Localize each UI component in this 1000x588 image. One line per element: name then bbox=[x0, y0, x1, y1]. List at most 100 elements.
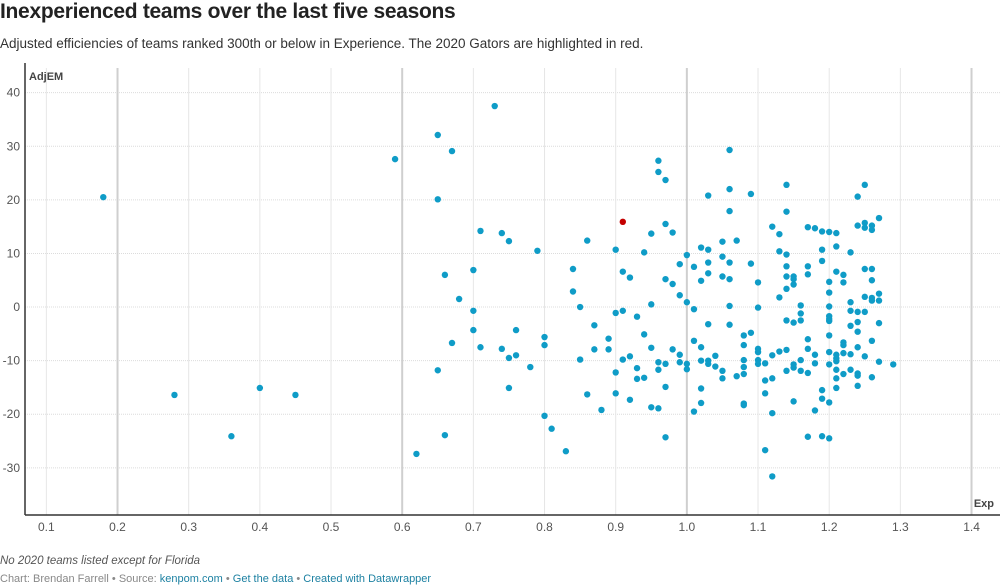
data-point bbox=[576, 356, 584, 363]
data-point bbox=[726, 275, 733, 283]
data-point bbox=[719, 238, 726, 245]
data-point bbox=[512, 326, 520, 334]
data-point bbox=[626, 396, 634, 403]
chart-title: Inexperienced teams over the last five s… bbox=[0, 0, 456, 23]
data-point bbox=[854, 193, 861, 200]
data-point bbox=[868, 297, 876, 304]
data-point bbox=[740, 363, 747, 371]
data-point bbox=[569, 265, 577, 273]
datawrapper-link[interactable]: Created with Datawrapper bbox=[303, 573, 432, 585]
data-point bbox=[847, 307, 854, 314]
x-tick-label: 1.2 bbox=[821, 520, 838, 534]
data-point bbox=[541, 341, 548, 349]
data-point bbox=[847, 366, 854, 373]
data-point bbox=[825, 317, 833, 325]
x-tick-label: 0.2 bbox=[109, 520, 126, 534]
chart-notes: No 2020 teams listed except for Florida bbox=[0, 555, 201, 567]
data-point bbox=[683, 299, 691, 306]
data-point bbox=[534, 247, 541, 254]
data-point bbox=[754, 279, 762, 286]
data-point bbox=[576, 303, 584, 311]
data-point bbox=[804, 345, 812, 353]
data-point bbox=[648, 301, 655, 308]
data-point bbox=[783, 346, 790, 354]
data-point bbox=[619, 268, 627, 275]
data-point bbox=[498, 345, 506, 353]
x-tick-label: 0.5 bbox=[323, 520, 340, 534]
data-point bbox=[740, 341, 747, 349]
y-tick-label: 20 bbox=[7, 193, 21, 207]
data-point bbox=[733, 372, 740, 380]
get-data-link[interactable]: Get the data bbox=[232, 573, 294, 585]
data-point bbox=[875, 290, 883, 297]
data-point bbox=[292, 391, 299, 399]
data-point bbox=[640, 331, 648, 338]
data-point bbox=[783, 317, 790, 324]
data-point bbox=[861, 308, 868, 316]
data-point bbox=[591, 346, 598, 353]
data-point bbox=[434, 131, 441, 139]
data-point bbox=[825, 228, 833, 236]
data-point bbox=[662, 434, 669, 441]
data-point bbox=[797, 310, 804, 317]
data-point bbox=[854, 222, 861, 229]
data-point bbox=[825, 303, 833, 310]
y-tick-label: 40 bbox=[7, 86, 21, 100]
data-point bbox=[648, 404, 655, 411]
data-point bbox=[669, 229, 676, 236]
data-point bbox=[818, 395, 826, 402]
data-point bbox=[100, 193, 107, 201]
data-point bbox=[662, 275, 669, 283]
data-point bbox=[676, 260, 683, 268]
data-point bbox=[861, 219, 868, 227]
data-point bbox=[790, 364, 797, 371]
data-point bbox=[228, 433, 235, 440]
data-point bbox=[868, 226, 876, 234]
y-tick-label: -30 bbox=[3, 461, 21, 475]
data-point bbox=[825, 361, 833, 368]
x-tick-label: 0.7 bbox=[465, 520, 482, 534]
data-point bbox=[868, 374, 876, 381]
data-point bbox=[854, 382, 861, 390]
data-point bbox=[477, 227, 484, 235]
data-point bbox=[811, 407, 819, 414]
data-point bbox=[683, 360, 691, 368]
data-point bbox=[854, 328, 861, 335]
x-tick-label: 0.8 bbox=[536, 520, 553, 534]
data-point bbox=[676, 292, 683, 299]
data-point bbox=[783, 263, 790, 270]
data-point bbox=[875, 297, 883, 304]
data-point bbox=[861, 181, 868, 189]
chart-subtitle: Adjusted efficiencies of teams ranked 30… bbox=[0, 36, 644, 51]
data-point bbox=[875, 319, 883, 327]
x-tick-label: 1.4 bbox=[963, 520, 980, 534]
data-point bbox=[761, 360, 769, 367]
data-point bbox=[825, 435, 833, 442]
data-point bbox=[854, 308, 861, 316]
data-point bbox=[769, 352, 776, 359]
data-point bbox=[712, 363, 719, 370]
data-point bbox=[626, 353, 634, 360]
data-point bbox=[769, 223, 776, 230]
chart-byline: Chart: Brendan Farrell • Source: kenpom.… bbox=[0, 573, 431, 585]
data-point bbox=[740, 332, 747, 339]
source-label: Source: bbox=[118, 573, 157, 585]
data-point bbox=[776, 248, 783, 255]
data-point bbox=[747, 329, 755, 336]
data-point bbox=[505, 384, 513, 392]
data-point bbox=[854, 344, 861, 351]
data-point bbox=[434, 196, 441, 203]
source-link[interactable]: kenpom.com bbox=[159, 573, 223, 585]
data-point bbox=[591, 322, 598, 329]
data-point bbox=[790, 319, 797, 326]
data-point bbox=[868, 265, 876, 273]
x-axis-ticks: 0.1 0.2 0.3 0.4 0.5 0.6 0.7 0.8 0.9 1.0 1.1 1.2 1.3 1… bbox=[38, 520, 980, 534]
data-point bbox=[505, 354, 513, 362]
data-point bbox=[640, 249, 648, 256]
data-point bbox=[804, 263, 812, 270]
data-point bbox=[833, 243, 840, 250]
data-point bbox=[548, 425, 555, 432]
data-point bbox=[818, 386, 826, 394]
data-point bbox=[790, 398, 797, 405]
data-point bbox=[797, 317, 804, 324]
